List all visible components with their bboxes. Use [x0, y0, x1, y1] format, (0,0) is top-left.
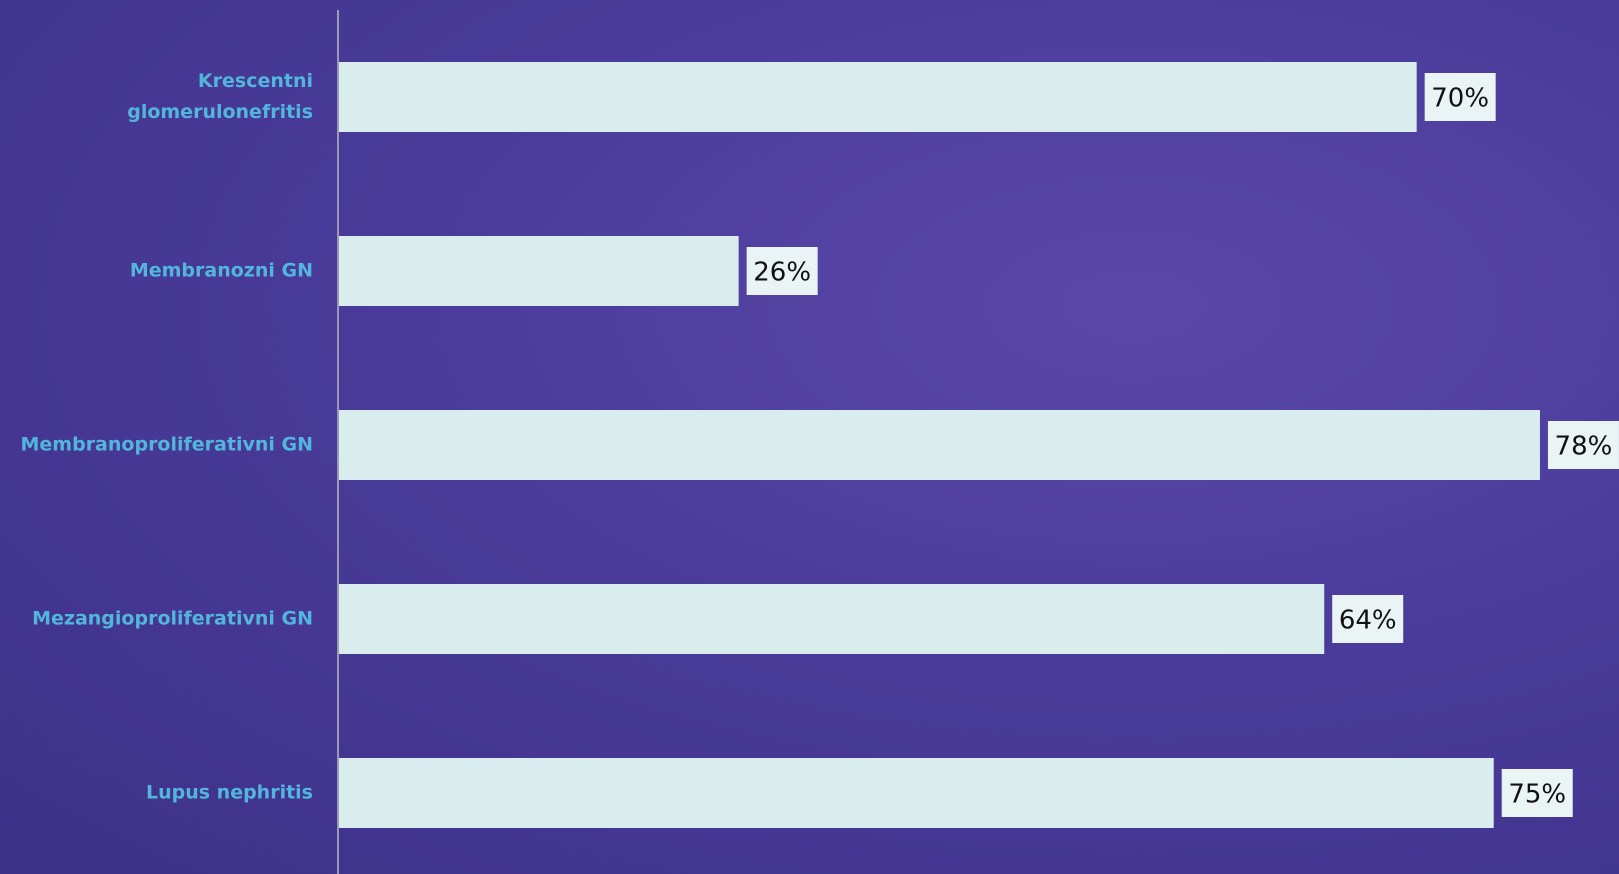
value-label: 78%	[1555, 432, 1613, 462]
bar	[339, 236, 739, 306]
value-label-group: 70%	[1425, 73, 1496, 121]
value-label: 70%	[1431, 84, 1489, 114]
bar	[339, 584, 1324, 654]
category-label: Membranozni GN	[8, 256, 313, 287]
bar	[339, 758, 1494, 828]
bar	[339, 410, 1540, 480]
bar	[339, 62, 1417, 132]
value-label: 75%	[1508, 780, 1566, 810]
value-label-group: 26%	[747, 247, 818, 295]
value-label: 26%	[753, 258, 811, 288]
category-label: Mezangioproliferativni GN	[8, 604, 313, 635]
category-label: Krescentni glomerulonefritis	[8, 66, 313, 128]
category-label: Membranoproliferativni GN	[8, 430, 313, 461]
value-label-group: 75%	[1502, 769, 1573, 817]
category-label: Lupus nephritis	[8, 778, 313, 809]
value-label-group: 78%	[1548, 421, 1619, 469]
chart: 70% 26% 78% 64% 75% Krescentni glomerulonefr…	[0, 0, 1619, 874]
value-label-group: 64%	[1332, 595, 1403, 643]
value-label: 64%	[1339, 606, 1397, 636]
